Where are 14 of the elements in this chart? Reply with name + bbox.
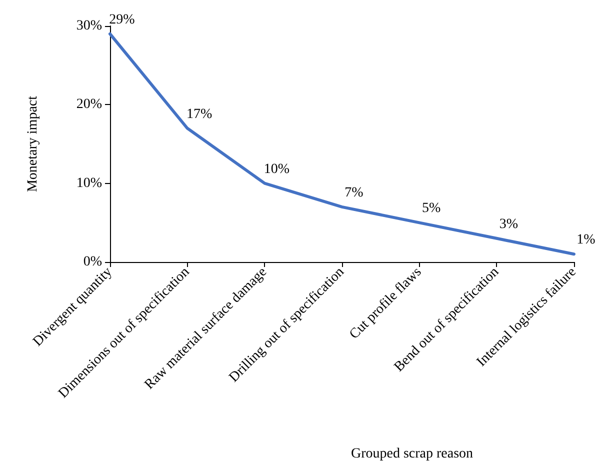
data-label: 17% [186, 106, 212, 122]
data-label: 5% [422, 201, 441, 216]
y-tick-label: 0% [83, 254, 102, 270]
data-label: 3% [499, 216, 518, 232]
y-tick-label: 30% [76, 18, 102, 34]
data-label: 7% [344, 185, 364, 200]
y-tick-label: 20% [76, 97, 102, 112]
data-label: 10% [264, 162, 290, 177]
y-tick-label: 10% [76, 176, 102, 191]
y-axis-title: Monetary impact [26, 96, 40, 192]
line-series [108, 32, 576, 256]
x-axis-title: Grouped scrap reason [350, 446, 474, 462]
data-label: 1% [576, 232, 596, 248]
data-label: 29% [109, 12, 136, 28]
